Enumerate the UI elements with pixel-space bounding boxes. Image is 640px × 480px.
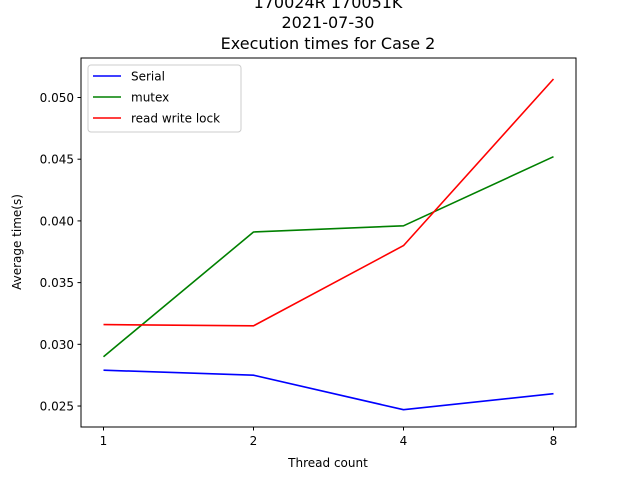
chart-title: 170024R 170051K 2021-07-30 Execution tim… [221,0,436,53]
y-axis-label: Average time(s) [10,194,24,290]
legend-label: Serial [131,70,165,84]
title-line-2: 2021-07-30 [282,13,375,32]
y-tick-label: 0.040 [40,214,74,228]
title-line-1: 170024R 170051K [254,0,403,12]
series-line-read-write-lock [103,78,555,327]
legend-label: mutex [131,91,169,105]
x-tick-label: 2 [250,434,258,448]
legend-label: read write lock [131,112,220,126]
x-tick-label: 8 [550,434,558,448]
y-tick-label: 0.030 [40,338,74,352]
x-axis-label: Thread count [287,456,368,470]
y-tick-label: 0.025 [40,400,74,414]
y-tick-label: 0.045 [40,153,74,167]
series-line-mutex [102,155,554,358]
x-tick-label: 1 [100,434,108,448]
y-axis: 0.025 0.030 0.035 0.040 0.045 0.050 [40,91,81,414]
y-tick-label: 0.035 [40,276,74,290]
series-line-serial [103,369,554,411]
legend-box [87,64,242,133]
legend: Serial mutex read write lock [87,64,242,133]
y-tick-label: 0.050 [40,91,74,105]
title-line-3: Execution times for Case 2 [221,34,436,53]
x-axis: 1 2 4 8 [100,427,558,448]
series-lines [102,78,555,411]
x-tick-label: 4 [400,434,408,448]
